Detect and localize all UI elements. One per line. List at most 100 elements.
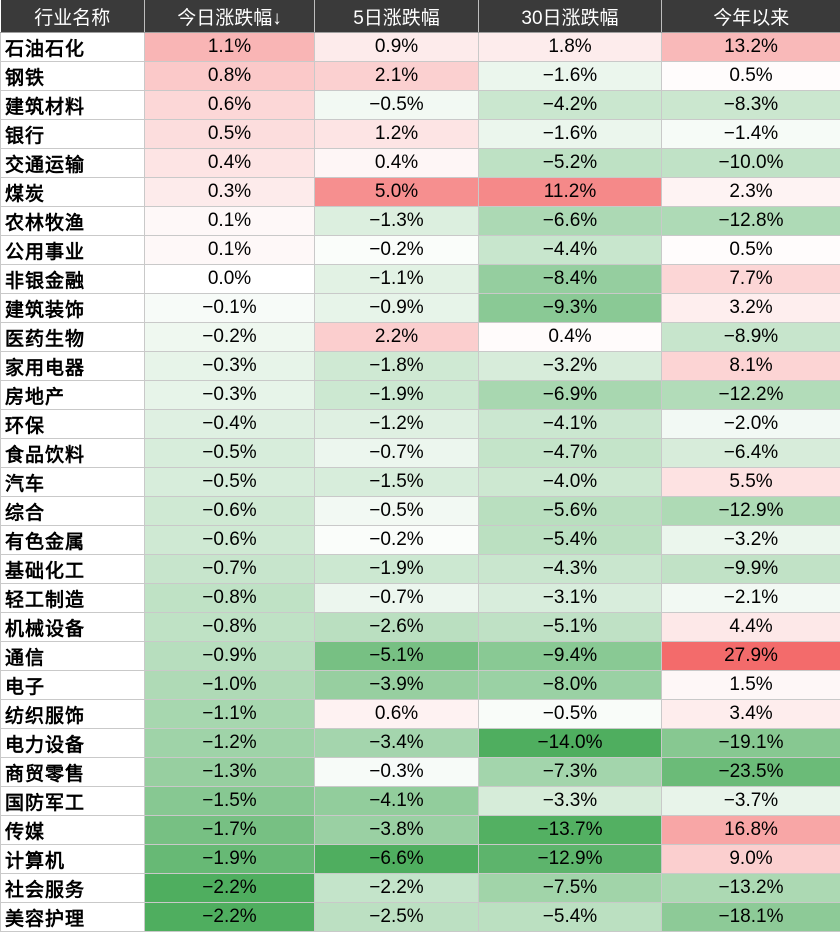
30day-change-cell: −0.5%	[479, 700, 662, 729]
industry-name-cell: 汽车	[1, 468, 145, 497]
daily-change-cell: 0.6%	[145, 91, 315, 120]
ytd-change-cell: 27.9%	[662, 642, 840, 671]
30day-change-cell: −4.1%	[479, 410, 662, 439]
ytd-change-cell: 3.4%	[662, 700, 840, 729]
30day-change-cell: −5.6%	[479, 497, 662, 526]
5day-change-cell: −6.6%	[315, 845, 479, 874]
5day-change-cell: −5.1%	[315, 642, 479, 671]
industry-name-cell: 基础化工	[1, 555, 145, 584]
30day-change-cell: −6.9%	[479, 381, 662, 410]
header-ytd-change[interactable]: 今年以来	[662, 0, 840, 33]
5day-change-cell: −1.9%	[315, 381, 479, 410]
industry-name-cell: 美容护理	[1, 903, 145, 932]
daily-change-cell: −1.1%	[145, 700, 315, 729]
industry-name-cell: 食品饮料	[1, 439, 145, 468]
ytd-change-cell: 5.5%	[662, 468, 840, 497]
ytd-change-cell: 7.7%	[662, 265, 840, 294]
30day-change-cell: −3.3%	[479, 787, 662, 816]
30day-change-cell: −5.4%	[479, 903, 662, 932]
5day-change-cell: 5.0%	[315, 178, 479, 207]
30day-change-cell: 1.8%	[479, 33, 662, 62]
daily-change-cell: 0.0%	[145, 265, 315, 294]
table-row: 美容护理−2.2%−2.5%−5.4%−18.1%	[1, 903, 840, 932]
5day-change-cell: −3.9%	[315, 671, 479, 700]
header-30day-change[interactable]: 30日涨跌幅	[479, 0, 662, 33]
industry-name-cell: 轻工制造	[1, 584, 145, 613]
5day-change-cell: −0.3%	[315, 758, 479, 787]
5day-change-cell: 0.6%	[315, 700, 479, 729]
industry-name-cell: 家用电器	[1, 352, 145, 381]
table-row: 食品饮料−0.5%−0.7%−4.7%−6.4%	[1, 439, 840, 468]
ytd-change-cell: −18.1%	[662, 903, 840, 932]
industry-name-cell: 建筑材料	[1, 91, 145, 120]
5day-change-cell: 2.2%	[315, 323, 479, 352]
industry-name-cell: 社会服务	[1, 874, 145, 903]
ytd-change-cell: −10.0%	[662, 149, 840, 178]
30day-change-cell: −4.2%	[479, 91, 662, 120]
daily-change-cell: 1.1%	[145, 33, 315, 62]
daily-change-cell: 0.4%	[145, 149, 315, 178]
table-row: 电子−1.0%−3.9%−8.0%1.5%	[1, 671, 840, 700]
5day-change-cell: −0.7%	[315, 439, 479, 468]
5day-change-cell: −2.6%	[315, 613, 479, 642]
5day-change-cell: −1.5%	[315, 468, 479, 497]
30day-change-cell: −1.6%	[479, 62, 662, 91]
industry-name-cell: 通信	[1, 642, 145, 671]
industry-name-cell: 综合	[1, 497, 145, 526]
30day-change-cell: −3.1%	[479, 584, 662, 613]
5day-change-cell: 0.9%	[315, 33, 479, 62]
30day-change-cell: −13.7%	[479, 816, 662, 845]
5day-change-cell: −0.7%	[315, 584, 479, 613]
5day-change-cell: −2.5%	[315, 903, 479, 932]
industry-name-cell: 环保	[1, 410, 145, 439]
industry-name-cell: 银行	[1, 120, 145, 149]
30day-change-cell: −8.4%	[479, 265, 662, 294]
header-industry-name[interactable]: 行业名称	[1, 0, 145, 33]
table-row: 电力设备−1.2%−3.4%−14.0%−19.1%	[1, 729, 840, 758]
5day-change-cell: −0.2%	[315, 526, 479, 555]
table-row: 汽车−0.5%−1.5%−4.0%5.5%	[1, 468, 840, 497]
daily-change-cell: −1.7%	[145, 816, 315, 845]
industry-name-cell: 建筑装饰	[1, 294, 145, 323]
industry-name-cell: 有色金属	[1, 526, 145, 555]
daily-change-cell: −0.1%	[145, 294, 315, 323]
ytd-change-cell: 13.2%	[662, 33, 840, 62]
ytd-change-cell: 1.5%	[662, 671, 840, 700]
30day-change-cell: 11.2%	[479, 178, 662, 207]
header-daily-change[interactable]: 今日涨跌幅↓	[145, 0, 315, 33]
30day-change-cell: −9.4%	[479, 642, 662, 671]
ytd-change-cell: 16.8%	[662, 816, 840, 845]
daily-change-cell: −0.5%	[145, 468, 315, 497]
daily-change-cell: −0.2%	[145, 323, 315, 352]
daily-change-cell: 0.5%	[145, 120, 315, 149]
header-5day-change[interactable]: 5日涨跌幅	[315, 0, 479, 33]
industry-name-cell: 电力设备	[1, 729, 145, 758]
daily-change-cell: −2.2%	[145, 874, 315, 903]
table-row: 商贸零售−1.3%−0.3%−7.3%−23.5%	[1, 758, 840, 787]
industry-name-cell: 计算机	[1, 845, 145, 874]
5day-change-cell: −3.8%	[315, 816, 479, 845]
table-row: 轻工制造−0.8%−0.7%−3.1%−2.1%	[1, 584, 840, 613]
daily-change-cell: −0.7%	[145, 555, 315, 584]
ytd-change-cell: −9.9%	[662, 555, 840, 584]
industry-name-cell: 交通运输	[1, 149, 145, 178]
daily-change-cell: −0.8%	[145, 584, 315, 613]
5day-change-cell: −0.5%	[315, 91, 479, 120]
daily-change-cell: −0.8%	[145, 613, 315, 642]
header-row: 行业名称 今日涨跌幅↓ 5日涨跌幅 30日涨跌幅 今年以来	[1, 0, 840, 33]
5day-change-cell: −3.4%	[315, 729, 479, 758]
ytd-change-cell: −19.1%	[662, 729, 840, 758]
5day-change-cell: −0.5%	[315, 497, 479, 526]
30day-change-cell: −6.6%	[479, 207, 662, 236]
daily-change-cell: 0.1%	[145, 236, 315, 265]
30day-change-cell: −4.4%	[479, 236, 662, 265]
daily-change-cell: −0.3%	[145, 381, 315, 410]
